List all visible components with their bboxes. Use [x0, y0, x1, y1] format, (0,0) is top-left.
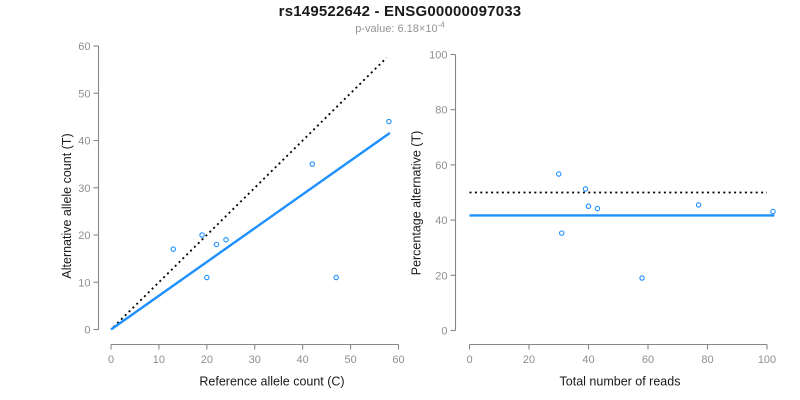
y-axis-tick-label: 10	[78, 277, 90, 289]
y-axis-tick-label: 40	[435, 215, 447, 227]
x-axis-tick-label: 10	[153, 354, 165, 366]
data-point	[199, 232, 205, 238]
x-axis-tick-label: 40	[582, 354, 594, 366]
x-axis-tick-label: 0	[108, 354, 114, 366]
data-point	[770, 208, 776, 215]
left-plot: 0 10 20 30 40 50 60 0 10 20 30 40 50 60 Reference alle…	[60, 41, 405, 389]
data-point	[204, 274, 210, 281]
data-point	[594, 205, 601, 212]
y-axis-tick-label: 20	[435, 270, 447, 282]
x-axis-tick-label: 60	[642, 354, 654, 366]
x-axis-title: Total number of reads	[560, 375, 681, 389]
data-point	[223, 236, 229, 243]
y-axis-tick-label: 20	[78, 230, 90, 242]
y-axis-title: Alternative allele count (T)	[60, 133, 74, 278]
x-axis-tick-label: 0	[466, 354, 472, 366]
y-axis-tick-label: 100	[429, 50, 447, 62]
data-point	[213, 241, 220, 248]
x-axis-tick-label: 30	[249, 354, 261, 366]
y-axis-tick-label: 0	[441, 326, 447, 338]
fit-line	[110, 131, 391, 331]
x-axis-tick-label: 80	[701, 354, 713, 366]
right-plot: 0 20 40 60 80 100 0 20 40 60 80 100 Total number of …	[410, 50, 777, 389]
y-axis-tick-label: 60	[435, 160, 447, 172]
x-axis-tick-label: 20	[523, 354, 535, 366]
y-axis-tick-label: 50	[78, 88, 90, 100]
data-point	[555, 171, 562, 177]
data-point	[558, 230, 565, 236]
y-axis-tick-label: 30	[78, 183, 90, 195]
data-point	[639, 275, 645, 281]
x-axis-tick-label: 20	[201, 354, 213, 366]
y-axis-tick-label: 40	[78, 136, 90, 148]
y-axis-tick-label: 80	[435, 105, 447, 117]
x-axis-tick-label: 60	[392, 354, 404, 366]
data-point	[582, 186, 589, 192]
data-point	[386, 118, 392, 125]
y-axis-tick-label: 0	[84, 325, 90, 337]
data-point	[309, 161, 315, 167]
x-axis-tick-label: 100	[758, 354, 776, 366]
identity-line	[112, 57, 388, 328]
x-axis-tick-label: 40	[297, 354, 309, 366]
y-axis-tick-label: 60	[78, 41, 90, 53]
data-point	[333, 274, 339, 281]
y-axis-title: Percentage alternative (T)	[410, 131, 424, 276]
data-point	[170, 246, 177, 252]
data-point	[695, 202, 702, 208]
data-point	[585, 203, 592, 210]
x-axis-tick-label: 50	[344, 354, 356, 366]
x-axis-title: Reference allele count (C)	[199, 375, 344, 389]
